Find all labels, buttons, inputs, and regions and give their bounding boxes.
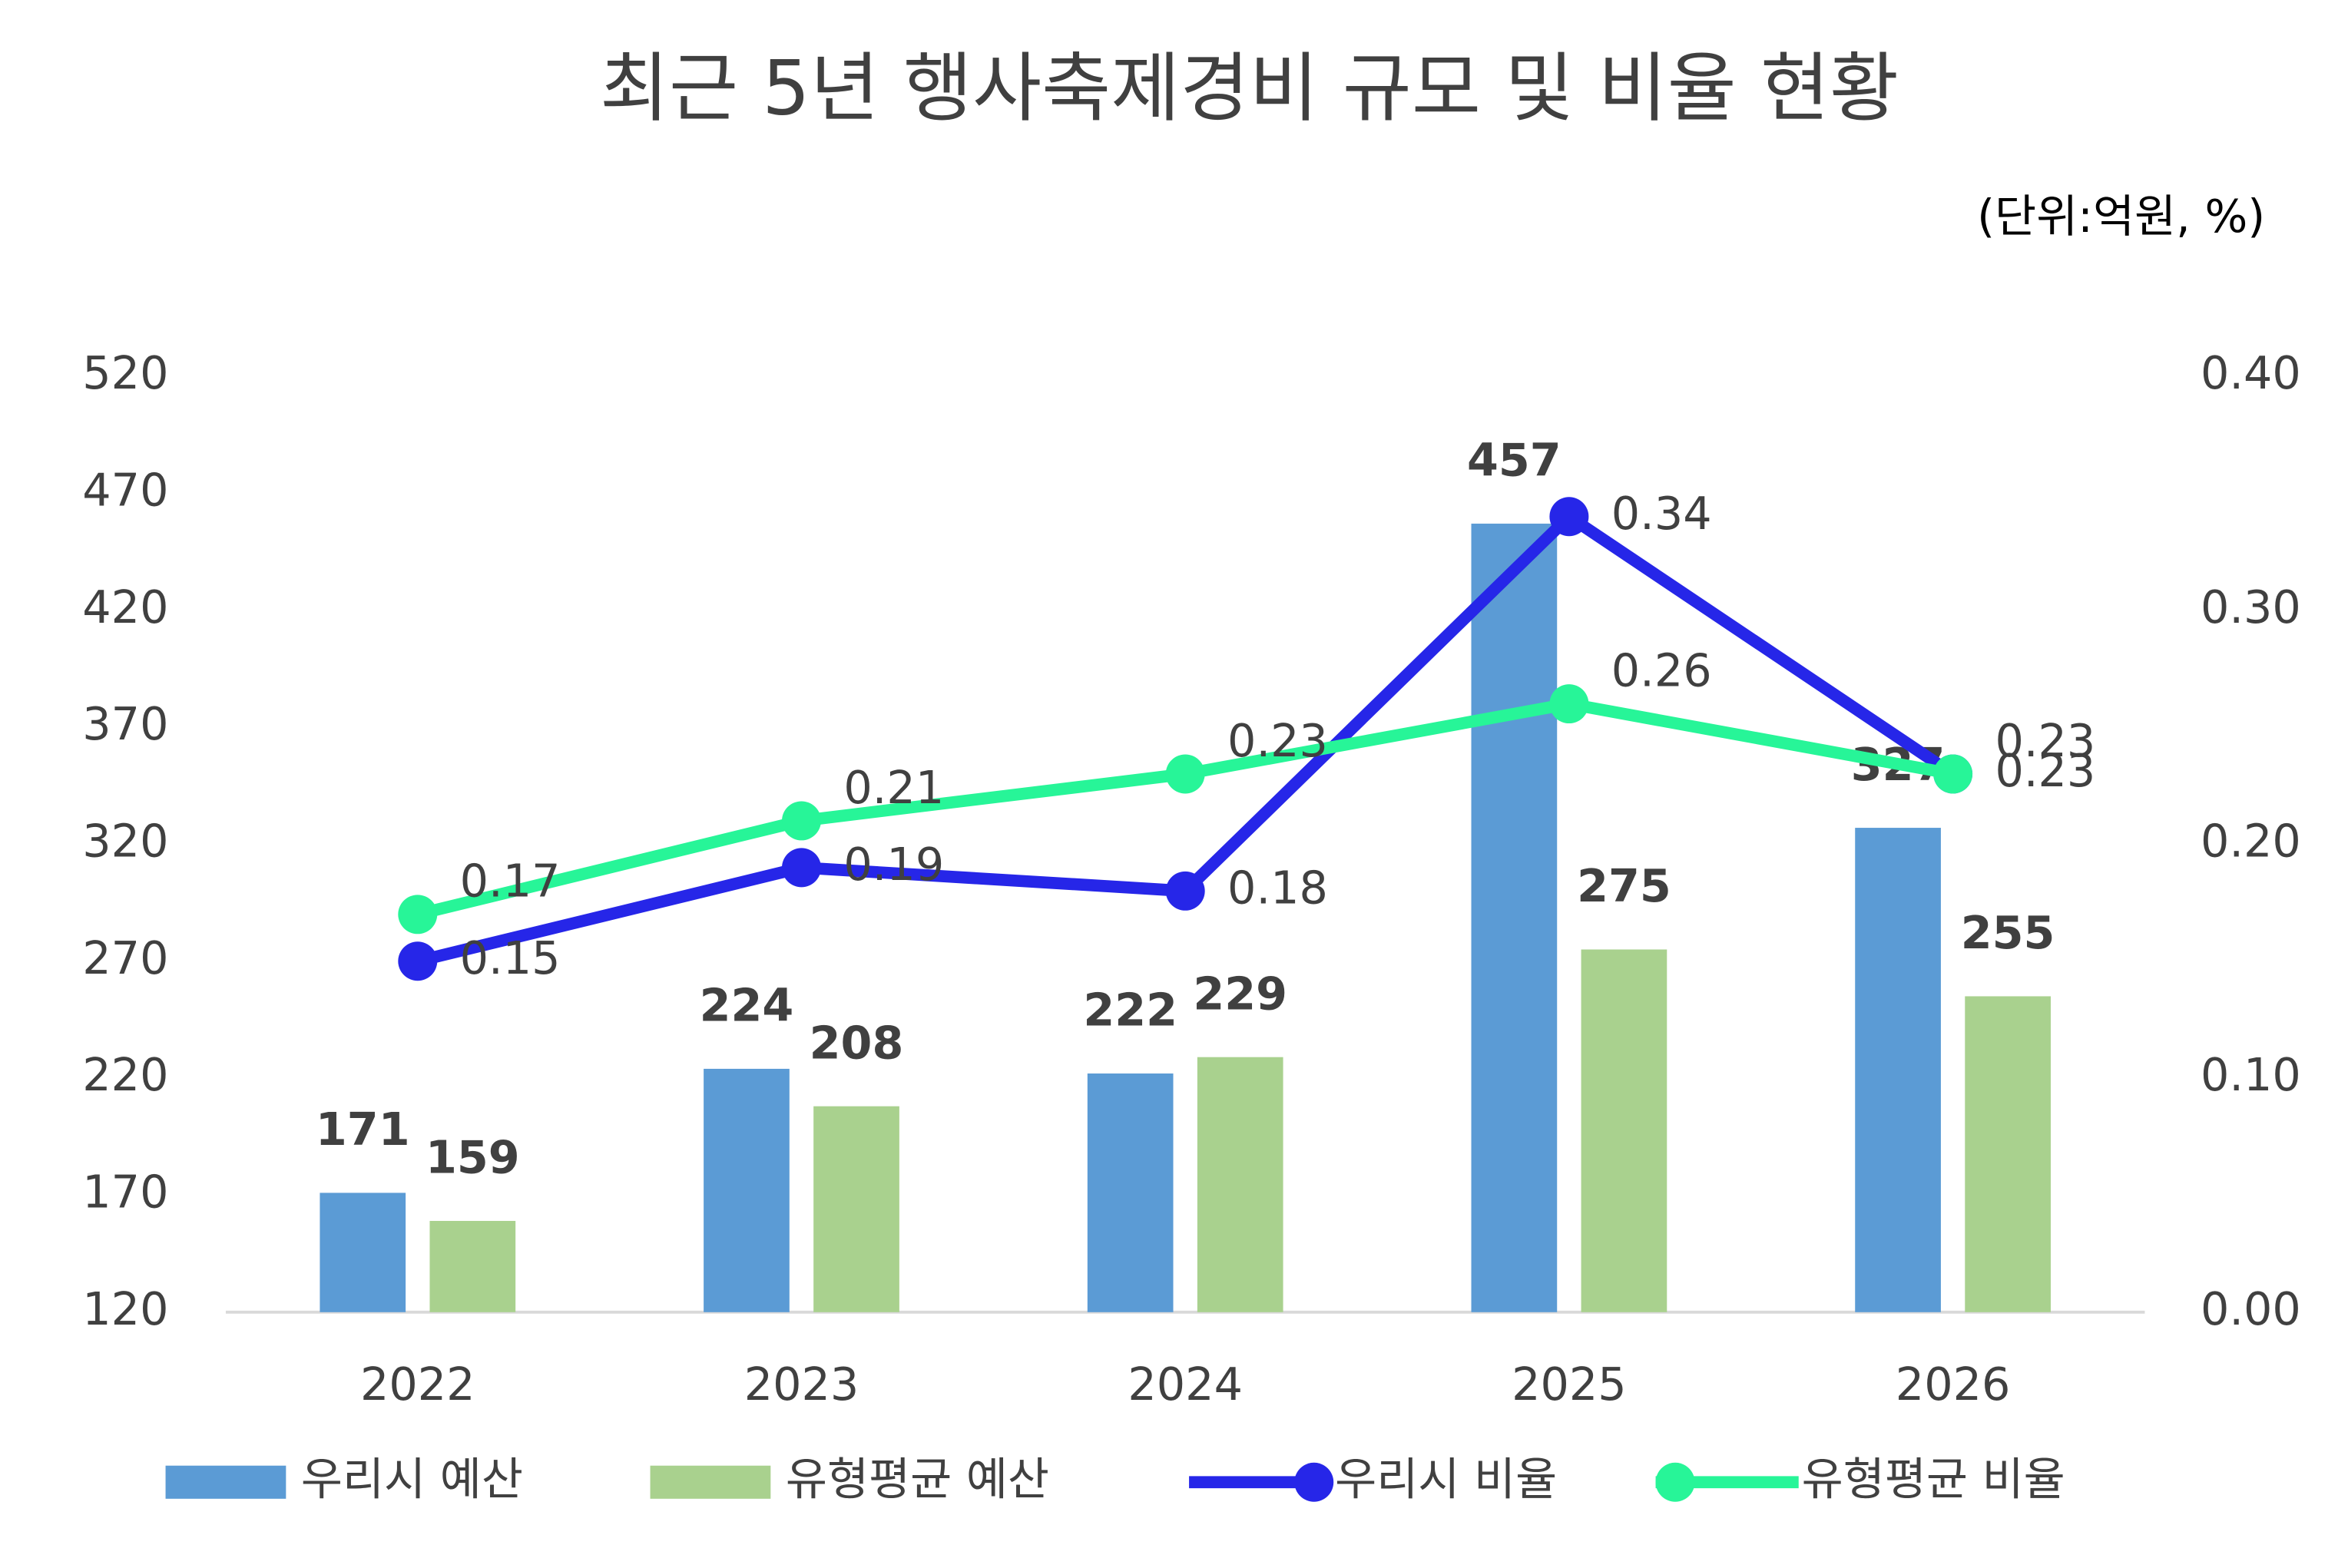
legend-swatch [650,1465,771,1499]
line-value-label: 0.18 [1227,861,1328,914]
bar [1855,828,1941,1312]
line-value-label: 0.15 [460,931,561,984]
line-value-label: 0.19 [843,838,944,891]
legend-label: 우리시 예산 [301,1452,523,1505]
y2-tick-label: 0.10 [2201,1048,2301,1101]
line-marker [398,895,438,935]
bar [704,1068,790,1312]
bar [1965,996,2051,1312]
legend-marker [1655,1462,1695,1502]
x-tick-label: 2026 [1896,1358,2011,1411]
y-tick-label: 520 [82,346,168,399]
line-marker [1933,754,1973,794]
bar [1197,1057,1283,1312]
y2-tick-label: 0.40 [2201,346,2301,399]
line-marker [1165,871,1205,911]
legend-label: 우리시 비율 [1335,1452,1557,1505]
bar-value-label: 275 [1577,859,1671,912]
x-tick-label: 2022 [360,1358,475,1411]
chart-title: 최근 5년 행사축제경비 규모 및 비율 현황 [600,45,1899,132]
line-marker [1549,497,1589,537]
bar-value-label: 159 [426,1131,520,1184]
y2-tick-label: 0.20 [2201,814,2301,867]
y2-tick-label: 0.00 [2201,1282,2301,1335]
legend-swatch [165,1465,286,1499]
y-tick-label: 220 [82,1048,168,1101]
y-tick-label: 370 [82,697,168,750]
bar [1581,949,1667,1312]
y-tick-label: 470 [82,463,168,516]
legend-label: 유형평균 예산 [786,1452,1049,1505]
chart-subtitle: (단위:억원, %) [1977,190,2265,243]
bar-value-label: 457 [1467,434,1561,487]
line-value-label: 0.23 [1995,714,2095,767]
line-value-label: 0.34 [1611,487,1712,540]
bar-value-label: 222 [1083,984,1177,1037]
line-value-label: 0.26 [1611,643,1712,696]
line-marker [1549,684,1589,724]
y-tick-label: 170 [82,1166,168,1219]
bar [1471,523,1558,1312]
bar [429,1220,516,1312]
bar-value-label: 229 [1193,967,1287,1020]
y-tick-label: 270 [82,931,168,984]
legend-label: 유형평균 비율 [1802,1452,2065,1505]
line-marker [1165,754,1205,794]
x-tick-label: 2025 [1512,1358,1627,1411]
x-tick-label: 2024 [1128,1358,1243,1411]
bar-value-label: 224 [700,979,794,1032]
line-value-label: 0.21 [843,761,944,814]
legend-marker [1294,1462,1334,1502]
bar [1087,1073,1174,1312]
line-marker [782,801,821,841]
bar-value-label: 208 [810,1016,904,1069]
bar [320,1193,406,1312]
bar-value-label: 171 [316,1103,410,1156]
line-value-label: 0.23 [1995,744,2095,797]
bar-value-label: 255 [1961,906,2055,959]
line-value-label: 0.23 [1227,714,1328,767]
line-value-label: 0.17 [460,855,561,908]
line-marker [398,941,438,981]
y-tick-label: 320 [82,814,168,867]
y-tick-label: 120 [82,1282,168,1335]
y2-tick-label: 0.30 [2201,581,2301,633]
line-marker [782,848,821,888]
bar [813,1106,899,1312]
x-tick-label: 2023 [744,1358,859,1411]
y-tick-label: 420 [82,581,168,633]
